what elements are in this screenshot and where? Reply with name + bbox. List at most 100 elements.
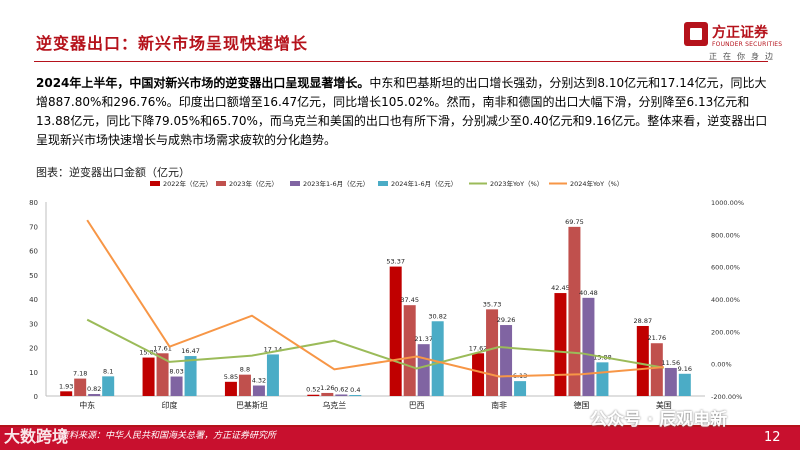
- bar: [636, 325, 649, 396]
- y2-tick-label: 200.00%: [711, 328, 740, 336]
- bar-data-label: 40.48: [579, 289, 598, 297]
- bar: [60, 391, 73, 396]
- summary-lead: 2024年上半年，中国对新兴市场的逆变器出口呈现显著增长。: [36, 76, 370, 90]
- bar-data-label: 69.75: [565, 218, 584, 226]
- watermark-left: 大数跨境: [4, 427, 69, 446]
- bar: [472, 353, 485, 396]
- bar-data-label: 35.73: [483, 300, 502, 308]
- figure-title: 图表：逆变器出口金额（亿元）: [36, 166, 190, 179]
- bar: [389, 266, 402, 396]
- bar-data-label: 21.37: [414, 335, 433, 343]
- x-tick-label: 乌克兰: [322, 400, 346, 410]
- legend-swatch: [378, 181, 388, 186]
- bar: [596, 362, 609, 396]
- bar-data-label: 8.03: [169, 368, 183, 376]
- page-title: 逆变器出口：新兴市场呈现快速增长: [36, 34, 309, 53]
- header-divider: [34, 61, 768, 62]
- y-tick-label: 70: [29, 223, 38, 231]
- bar: [252, 385, 265, 396]
- company-logo: 方正证券 FOUNDER SECURITIES: [684, 22, 784, 56]
- bar-data-label: 1.26: [320, 384, 334, 392]
- source-note: 资料来源：中华人民共和国海关总署，方正证券研究所: [60, 431, 277, 441]
- bar: [88, 394, 101, 396]
- x-tick-label: 美国: [656, 400, 672, 410]
- y2-tick-label: 600.00%: [711, 264, 740, 272]
- bar-data-label: 21.76: [648, 334, 667, 342]
- bar-data-label: 17.62: [469, 344, 488, 352]
- summary-body: 中东和巴基斯坦的出口增长强劲，分别达到8.10亿元和17.14亿元，同比大增88…: [36, 76, 768, 147]
- y-tick-label: 80: [29, 199, 38, 207]
- yoy-line: [86, 219, 664, 378]
- summary-paragraph: 2024年上半年，中国对新兴市场的逆变器出口呈现显著增长。中东和巴基斯坦的出口增…: [36, 74, 770, 150]
- bar: [349, 395, 362, 396]
- watermark-right: 公众号 · 辰观电新: [590, 410, 728, 430]
- bar-data-label: 0.52: [306, 386, 320, 394]
- bar-data-label: 17.61: [153, 344, 172, 352]
- bar: [156, 353, 169, 396]
- bar-data-label: 5.85: [224, 373, 238, 381]
- y-tick-label: 20: [29, 345, 38, 353]
- logo-subtext: FOUNDER SECURITIES: [712, 41, 783, 48]
- bar: [74, 378, 87, 396]
- bar: [335, 394, 348, 396]
- bar-data-label: 53.37: [386, 258, 405, 266]
- bar: [170, 376, 183, 396]
- bar-data-label: 8.8: [240, 366, 250, 374]
- bar-data-label: 0.62: [334, 385, 348, 393]
- bar: [568, 226, 581, 396]
- bar: [417, 344, 430, 396]
- y2-tick-label: 400.00%: [711, 296, 740, 304]
- legend-label: 2023年（亿元）: [229, 179, 278, 188]
- footer-divider: [0, 425, 800, 427]
- bar: [102, 376, 115, 396]
- bar-data-label: 0.4: [350, 386, 360, 394]
- bar-data-label: 16.47: [181, 347, 200, 355]
- logo-mark-icon: [684, 22, 708, 46]
- bar: [224, 381, 237, 396]
- bar: [500, 325, 513, 396]
- bar-data-label: 0.82: [87, 385, 101, 393]
- bar: [321, 392, 334, 396]
- x-tick-label: 巴基斯坦: [236, 400, 268, 410]
- bar-data-label: 30.82: [428, 312, 447, 320]
- bar: [238, 374, 251, 396]
- bar-data-label: 4.32: [252, 377, 266, 385]
- x-tick-label: 南非: [491, 400, 507, 410]
- legend-label: 2024年1-6月（亿元）: [391, 179, 457, 188]
- legend-label: 2023年YoY（%）: [490, 179, 543, 188]
- legend-label: 2022年（亿元）: [163, 179, 212, 188]
- legend-swatch: [216, 181, 226, 186]
- logo-text: 方正证券: [712, 25, 768, 41]
- bar: [650, 343, 663, 396]
- y-tick-label: 10: [29, 369, 38, 377]
- bar: [184, 356, 197, 396]
- y-tick-label: 50: [29, 272, 38, 280]
- bar-data-label: 7.18: [73, 370, 87, 378]
- bar-data-label: 29.26: [497, 316, 516, 324]
- bar-data-label: 42.45: [551, 284, 570, 292]
- bar: [678, 373, 691, 396]
- legend-label: 2023年1-6月（亿元）: [303, 179, 369, 188]
- bar-data-label: 15.85: [139, 349, 158, 357]
- page-number: 12: [764, 430, 781, 445]
- bar: [403, 305, 416, 396]
- bar-data-label: 11.56: [662, 359, 681, 367]
- bar: [664, 367, 677, 396]
- bar: [266, 354, 279, 396]
- y-tick-label: 30: [29, 320, 38, 328]
- bar-data-label: 9.16: [678, 365, 692, 373]
- legend-swatch: [290, 181, 300, 186]
- y-tick-label: 40: [29, 296, 38, 304]
- bar: [431, 321, 444, 396]
- bar: [582, 297, 595, 396]
- x-tick-label: 德国: [573, 400, 589, 410]
- y2-tick-label: -200.00%: [711, 393, 742, 401]
- bar-data-label: 37.45: [400, 296, 419, 304]
- x-tick-label: 中东: [79, 400, 95, 410]
- x-tick-label: 印度: [162, 400, 178, 410]
- logo-slogan: 正在你身边: [709, 52, 779, 61]
- bar: [307, 394, 320, 396]
- export-chart: 0 10 20 30 40 50 60 70 80 -200.00% 0.00% 200.00% 400…: [29, 179, 744, 410]
- bar-data-label: 28.87: [634, 317, 653, 325]
